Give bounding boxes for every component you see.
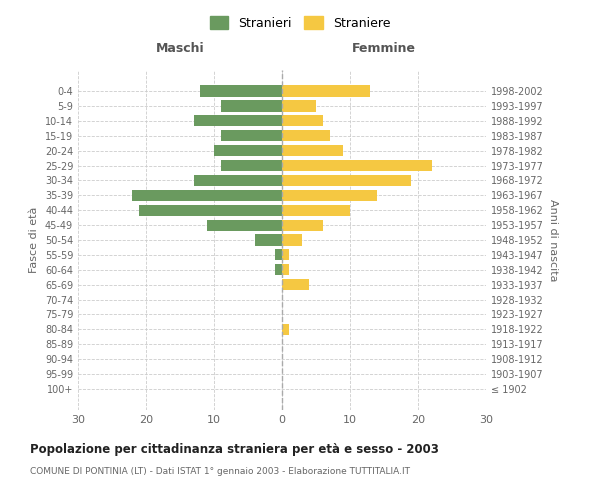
- Bar: [282, 100, 316, 112]
- Bar: [282, 324, 289, 335]
- Bar: [282, 86, 370, 96]
- Bar: [200, 86, 282, 96]
- Text: COMUNE DI PONTINIA (LT) - Dati ISTAT 1° gennaio 2003 - Elaborazione TUTTITALIA.I: COMUNE DI PONTINIA (LT) - Dati ISTAT 1° …: [30, 468, 410, 476]
- Bar: [282, 204, 350, 216]
- Bar: [282, 115, 323, 126]
- Legend: Stranieri, Straniere: Stranieri, Straniere: [205, 11, 395, 35]
- Bar: [282, 160, 431, 171]
- Bar: [282, 250, 289, 260]
- Bar: [221, 160, 282, 171]
- Bar: [221, 130, 282, 141]
- Bar: [282, 234, 302, 246]
- Bar: [207, 220, 282, 230]
- Bar: [282, 264, 289, 276]
- Bar: [282, 220, 323, 230]
- Bar: [275, 250, 282, 260]
- Bar: [221, 100, 282, 112]
- Text: Femmine: Femmine: [352, 42, 416, 55]
- Bar: [282, 130, 329, 141]
- Text: Popolazione per cittadinanza straniera per età e sesso - 2003: Popolazione per cittadinanza straniera p…: [30, 442, 439, 456]
- Text: Maschi: Maschi: [155, 42, 205, 55]
- Bar: [133, 190, 282, 201]
- Bar: [282, 279, 309, 290]
- Y-axis label: Fasce di età: Fasce di età: [29, 207, 39, 273]
- Bar: [275, 264, 282, 276]
- Bar: [194, 115, 282, 126]
- Bar: [255, 234, 282, 246]
- Bar: [282, 175, 411, 186]
- Bar: [194, 175, 282, 186]
- Bar: [139, 204, 282, 216]
- Y-axis label: Anni di nascita: Anni di nascita: [548, 198, 557, 281]
- Bar: [214, 145, 282, 156]
- Bar: [282, 190, 377, 201]
- Bar: [282, 145, 343, 156]
